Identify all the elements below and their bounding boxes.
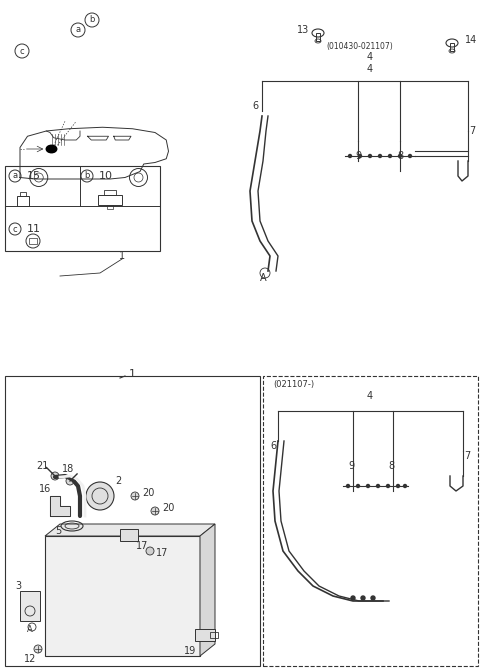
Circle shape	[131, 492, 139, 500]
Text: 17: 17	[136, 541, 148, 551]
Circle shape	[357, 484, 360, 488]
Circle shape	[371, 596, 375, 600]
Text: 8: 8	[388, 461, 394, 471]
Bar	[45, 536, 200, 656]
Text: 4: 4	[367, 64, 373, 74]
Circle shape	[376, 484, 380, 488]
Bar	[17, 196, 29, 206]
Text: 6: 6	[270, 441, 276, 451]
Text: (010430-021107): (010430-021107)	[326, 42, 394, 50]
Text: 7: 7	[464, 451, 470, 461]
Text: b: b	[84, 172, 90, 180]
Text: 17: 17	[156, 548, 168, 558]
Text: a: a	[12, 172, 18, 180]
Text: a: a	[75, 25, 81, 34]
Circle shape	[359, 154, 361, 158]
Text: 20: 20	[162, 503, 174, 513]
Text: 19: 19	[184, 646, 196, 656]
Text: 12: 12	[24, 654, 36, 664]
Circle shape	[367, 484, 370, 488]
Text: A: A	[27, 625, 33, 633]
Text: 2: 2	[115, 476, 121, 486]
Text: c: c	[20, 46, 24, 56]
Bar	[120, 529, 138, 541]
Text: 11: 11	[27, 224, 41, 234]
Text: (021107-): (021107-)	[273, 380, 314, 389]
Text: 20: 20	[142, 488, 154, 498]
Text: 9: 9	[348, 461, 354, 471]
Text: 4: 4	[367, 391, 373, 401]
Bar	[29, 238, 37, 244]
Circle shape	[404, 484, 407, 488]
Circle shape	[361, 596, 365, 600]
Circle shape	[408, 154, 411, 158]
Circle shape	[351, 596, 355, 600]
Bar	[104, 190, 116, 195]
Circle shape	[51, 472, 59, 480]
Circle shape	[396, 484, 399, 488]
Bar	[195, 629, 215, 641]
Text: 18: 18	[62, 464, 74, 474]
Polygon shape	[50, 496, 70, 516]
Text: 4: 4	[367, 52, 373, 62]
Circle shape	[388, 154, 392, 158]
Text: 21: 21	[36, 461, 48, 471]
Circle shape	[86, 482, 114, 510]
Bar	[107, 205, 113, 209]
Text: 13: 13	[297, 25, 309, 35]
Text: 6: 6	[252, 101, 258, 111]
Circle shape	[398, 154, 401, 158]
Text: 16: 16	[39, 484, 51, 494]
Polygon shape	[45, 524, 215, 536]
Text: 1: 1	[129, 369, 135, 379]
Text: 7: 7	[469, 126, 475, 136]
Circle shape	[379, 154, 382, 158]
Text: 15: 15	[27, 171, 41, 181]
Circle shape	[369, 154, 372, 158]
Circle shape	[348, 154, 351, 158]
Text: A: A	[260, 273, 266, 283]
Circle shape	[66, 477, 74, 485]
Circle shape	[146, 547, 154, 555]
Ellipse shape	[46, 145, 57, 153]
Bar	[5, 376, 260, 666]
Circle shape	[34, 645, 42, 653]
Circle shape	[386, 484, 389, 488]
Text: b: b	[89, 15, 95, 25]
Bar	[450, 43, 454, 51]
Text: 3: 3	[15, 581, 21, 591]
Text: 14: 14	[465, 35, 477, 45]
Circle shape	[151, 507, 159, 515]
Text: 8: 8	[397, 151, 403, 161]
Text: 5: 5	[55, 526, 61, 536]
Text: 10: 10	[99, 171, 113, 181]
Bar	[20, 192, 26, 196]
Bar	[20, 591, 40, 621]
Text: c: c	[12, 225, 17, 234]
Text: 1: 1	[119, 251, 125, 261]
Bar	[5, 166, 160, 251]
Text: 9: 9	[355, 151, 361, 161]
Circle shape	[347, 484, 349, 488]
Bar	[210, 632, 218, 638]
Polygon shape	[200, 524, 215, 656]
Bar	[316, 33, 320, 41]
Bar	[98, 195, 122, 205]
